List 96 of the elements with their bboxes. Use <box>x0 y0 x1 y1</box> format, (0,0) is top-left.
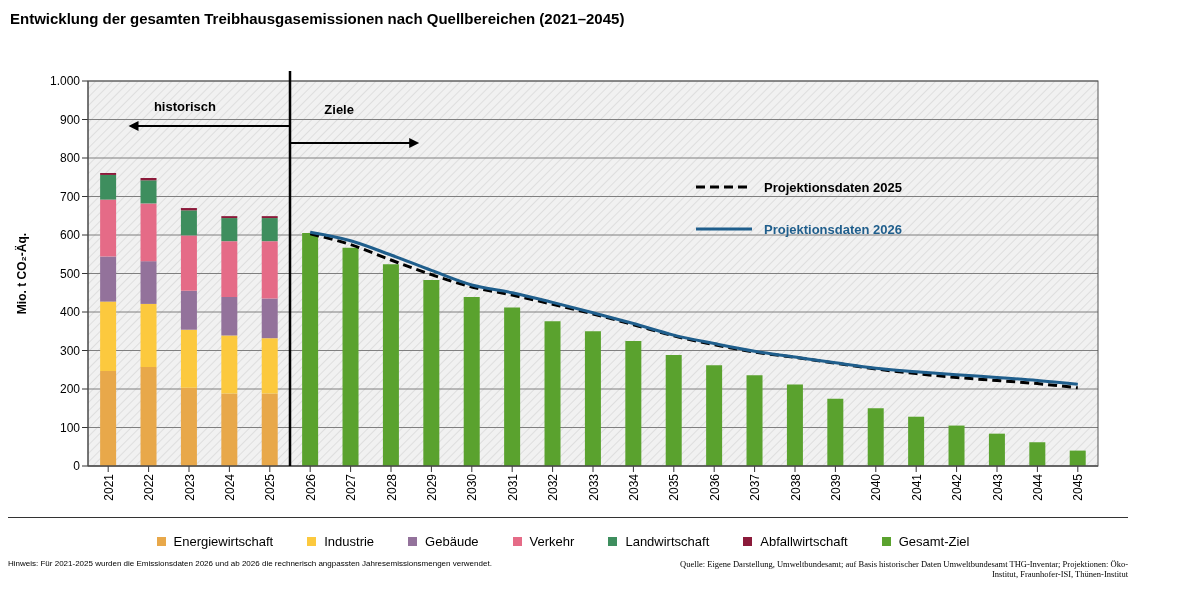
y-tick-label: 200 <box>59 382 81 397</box>
legend-label: Verkehr <box>528 534 575 549</box>
legend-label: Projektionsdaten 2025 <box>764 179 902 195</box>
source-note: Quelle: Eigene Darstellung, Umweltbundesamt; auf Basis historischer Daten Umweltbundesamt THG-Inventar; Projektionen: Öko-Institut, Fraunhofer-ISI, Thünen-Institut <box>679 559 1128 579</box>
x-tick-label: 2021 <box>101 473 116 501</box>
bar <box>180 290 197 330</box>
legend-label: Landwirtschaft <box>624 534 710 549</box>
bar <box>463 296 480 466</box>
bar <box>221 218 238 242</box>
bar <box>908 416 925 466</box>
y-tick-label: 600 <box>59 228 81 243</box>
bar <box>140 367 157 466</box>
bar <box>100 199 117 257</box>
legend-label: Gesamt-Ziel <box>897 534 970 549</box>
bar <box>221 241 238 297</box>
y-tick-label: 800 <box>59 151 81 166</box>
bar <box>100 256 117 302</box>
x-tick-label: 2040 <box>869 473 884 501</box>
x-tick-label: 2034 <box>626 473 641 501</box>
x-tick-label: 2032 <box>546 473 561 501</box>
y-tick-label: 0 <box>73 459 81 474</box>
y-tick-label: 1.000 <box>49 74 81 89</box>
legend-label: Gebäude <box>424 534 479 549</box>
x-tick-label: 2033 <box>586 473 601 501</box>
bar <box>140 203 157 262</box>
x-tick-label: 2026 <box>303 473 318 501</box>
x-tick-label: 2024 <box>222 473 237 501</box>
bar <box>665 355 682 466</box>
bar <box>988 433 1005 466</box>
bar <box>221 393 238 466</box>
x-tick-label: 2036 <box>707 473 722 501</box>
legend-label: Industrie <box>323 534 375 549</box>
bar <box>221 335 238 394</box>
annotation: Ziele <box>324 102 354 117</box>
bar <box>423 280 440 466</box>
bar <box>180 387 197 466</box>
y-axis-title: Mio. t CO₂-Äq. <box>14 232 30 315</box>
bar <box>100 370 117 466</box>
x-tick-label: 2027 <box>344 473 359 501</box>
y-tick-label: 500 <box>59 266 81 281</box>
bar <box>180 235 197 291</box>
legend-label: Abfallwirtschaft <box>759 534 848 549</box>
bar <box>180 210 197 236</box>
bar <box>1029 442 1046 466</box>
x-tick-label: 2028 <box>384 473 399 501</box>
bar <box>948 425 965 466</box>
x-tick-label: 2023 <box>182 473 197 501</box>
x-tick-label: 2030 <box>465 473 480 501</box>
x-tick-label: 2045 <box>1071 473 1086 501</box>
bar <box>746 375 763 466</box>
bar <box>706 365 723 466</box>
x-tick-label: 2038 <box>788 473 803 501</box>
bar <box>544 321 561 466</box>
y-tick-label: 300 <box>59 343 81 358</box>
y-tick-label: 100 <box>59 420 81 435</box>
bar <box>261 298 278 339</box>
bar <box>140 180 157 204</box>
x-tick-label: 2022 <box>142 473 157 501</box>
bar <box>625 340 642 466</box>
bar <box>867 408 884 466</box>
y-tick-label: 700 <box>59 189 81 204</box>
x-tick-label: 2043 <box>990 473 1005 501</box>
bar <box>140 303 157 368</box>
bar <box>261 338 278 394</box>
x-tick-label: 2037 <box>748 473 763 501</box>
bar <box>261 393 278 466</box>
y-tick-label: 900 <box>59 112 81 127</box>
bar <box>100 301 117 371</box>
bar <box>140 261 157 304</box>
bar <box>584 331 601 466</box>
bar <box>382 264 399 466</box>
bar <box>261 241 278 299</box>
x-tick-label: 2025 <box>263 473 278 501</box>
bar <box>786 384 803 466</box>
bar <box>302 233 319 466</box>
x-tick-label: 2035 <box>667 473 682 501</box>
bar <box>100 174 117 200</box>
x-tick-label: 2041 <box>909 473 924 501</box>
bar <box>180 329 197 388</box>
legend-label: Energiewirtschaft <box>172 534 274 549</box>
x-tick-label: 2039 <box>828 473 843 501</box>
bar <box>827 398 844 466</box>
x-tick-label: 2042 <box>950 473 965 501</box>
bar <box>221 296 238 336</box>
text: Hinweis: Für 2021-2025 wurden die Emissionsdaten 2026 und ab 2026 die rechnerisch angpassten Jahresemissionsmengen verwendet. <box>8 559 492 570</box>
bar <box>261 218 278 242</box>
bar <box>342 247 359 466</box>
bar <box>504 307 521 466</box>
legend-label: Projektionsdaten 2026 <box>764 221 902 237</box>
annotation: historisch <box>153 99 217 114</box>
bar <box>1069 450 1086 466</box>
y-tick-label: 400 <box>59 305 81 320</box>
x-tick-label: 2044 <box>1030 473 1045 501</box>
chart-title: Entwicklung der gesamten Treibhausgasemissionen nach Quellbereichen (2021–2045) <box>9 9 626 29</box>
x-tick-label: 2031 <box>505 473 520 501</box>
x-tick-label: 2029 <box>424 473 439 501</box>
